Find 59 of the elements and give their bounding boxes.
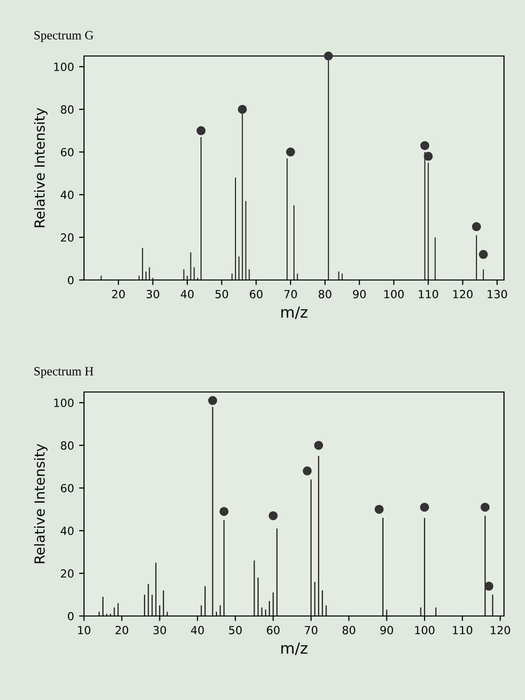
y-tick-label: 40 bbox=[60, 526, 74, 536]
y-tick-label: 0 bbox=[68, 276, 74, 284]
x-axis-title: m/z bbox=[281, 306, 308, 320]
x-tick-label: 20 bbox=[112, 290, 125, 298]
y-axis-title: Relative Intensity bbox=[34, 444, 48, 564]
y-tick-label: 60 bbox=[60, 484, 74, 492]
point bbox=[238, 104, 247, 114]
point bbox=[314, 440, 324, 450]
chart-title: Spectrum G bbox=[34, 31, 94, 42]
x-tick-label: 80 bbox=[318, 290, 332, 298]
x-tick-label: 60 bbox=[250, 290, 262, 298]
x-tick-label: 10 bbox=[78, 626, 90, 634]
x-tick-label: 40 bbox=[190, 626, 204, 634]
point bbox=[420, 502, 430, 512]
x-tick-label: 40 bbox=[180, 290, 194, 298]
x-tick-label: 90 bbox=[353, 290, 366, 298]
x-tick-label: 120 bbox=[490, 626, 510, 634]
y-tick-label: 80 bbox=[60, 105, 74, 114]
point bbox=[302, 466, 312, 476]
point bbox=[220, 506, 228, 516]
x-tick-label: 120 bbox=[453, 290, 473, 298]
y-tick-label: 0 bbox=[68, 612, 74, 620]
x-tick-label: 90 bbox=[380, 626, 394, 634]
y-tick-label: 100 bbox=[54, 398, 74, 408]
chart-title: Spectrum H bbox=[34, 367, 94, 378]
x-tick-label: 30 bbox=[153, 626, 166, 634]
x-tick-label: 70 bbox=[284, 290, 297, 298]
x-tick-label: 60 bbox=[266, 626, 280, 634]
point bbox=[478, 250, 488, 259]
point bbox=[268, 511, 278, 520]
x-tick-label: 100 bbox=[384, 290, 404, 298]
x-tick-label: 80 bbox=[342, 626, 356, 634]
y-tick-label: 60 bbox=[60, 148, 74, 156]
x-tick-label: 20 bbox=[116, 626, 128, 634]
x-axis-title: m/z bbox=[281, 642, 308, 656]
x-tick-label: 70 bbox=[304, 626, 318, 634]
point bbox=[208, 396, 218, 406]
x-tick-label: 30 bbox=[146, 290, 160, 298]
point bbox=[374, 504, 384, 514]
x-tick-label: 130 bbox=[488, 290, 507, 298]
y-tick-label: 100 bbox=[54, 62, 74, 72]
x-tick-label: 110 bbox=[418, 290, 438, 298]
y-tick-label: 20 bbox=[60, 233, 74, 242]
y-tick-label: 80 bbox=[60, 441, 74, 450]
x-tick-label: 50 bbox=[229, 626, 242, 634]
point bbox=[420, 141, 430, 150]
point bbox=[484, 582, 494, 591]
y-axis-title: Relative Intensity bbox=[34, 108, 48, 228]
y-tick-label: 40 bbox=[60, 190, 74, 200]
x-tick-label: 100 bbox=[415, 626, 434, 634]
y-tick-label: 20 bbox=[60, 569, 74, 578]
point bbox=[472, 222, 481, 232]
point bbox=[286, 148, 296, 156]
point bbox=[324, 52, 333, 60]
x-tick-label: 50 bbox=[215, 290, 228, 298]
point bbox=[480, 502, 490, 512]
x-tick-label: 110 bbox=[452, 626, 472, 634]
point bbox=[424, 152, 433, 161]
point bbox=[196, 126, 206, 136]
